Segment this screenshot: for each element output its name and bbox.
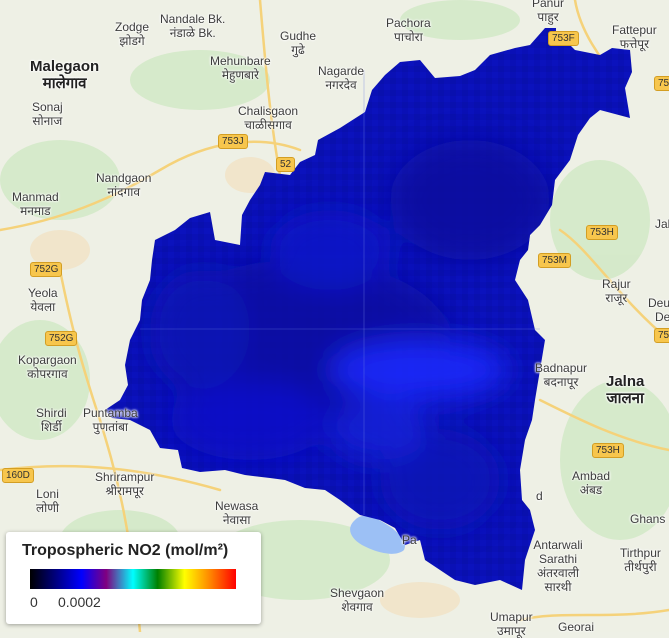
road-shield: 752G	[30, 262, 63, 277]
place-label: Shrirampur श्रीरामपूर	[95, 470, 155, 498]
place-label: Umapur उमापूर	[490, 610, 533, 638]
road-shield: 75	[654, 328, 669, 343]
road-shield: 52	[276, 157, 296, 172]
road-shield: 753F	[548, 31, 579, 46]
legend-panel: Tropospheric NO2 (mol/m²) 0 0.0002	[6, 532, 261, 624]
place-label: Ambad अंबड	[572, 469, 611, 497]
tan-patches	[30, 157, 460, 618]
legend-color-ramp	[30, 569, 236, 589]
place-label: Nandgaon नांदगाव	[96, 171, 152, 199]
legend-min-label: 0	[30, 594, 38, 610]
place-label: Pa	[402, 533, 417, 547]
road-shield: 753H	[592, 443, 624, 458]
place-label: Dei	[655, 310, 669, 324]
place-label: Mehunbare मेहुणबारे	[210, 54, 271, 82]
place-label: Antarwali Sarathi अंतरवाली सारथी	[533, 538, 583, 594]
place-label: Deu	[648, 296, 669, 310]
place-label: Ghans	[630, 512, 666, 526]
place-label: Gudhe गुढे	[280, 29, 317, 57]
place-label: Shevgaon शेवगाव	[330, 586, 385, 614]
road-shield: 753H	[586, 225, 618, 240]
road-shield: 753J	[218, 134, 248, 149]
place-label: Newasa नेवासा	[215, 499, 259, 527]
place-label: Pachora पाचोरा	[386, 16, 431, 44]
place-label: Sonaj सोनाज	[32, 100, 63, 128]
place-label: Shirdi शिर्डी	[36, 406, 67, 434]
road-shield: 752G	[45, 331, 78, 346]
place-label: Zodge झोडगे	[115, 20, 150, 48]
legend-title: Tropospheric NO2 (mol/m²)	[22, 542, 229, 559]
place-label: Panur पाहुर	[532, 0, 565, 24]
place-label: Nagarde नगरदेव	[318, 64, 365, 92]
place-label: Malegaon मालेगाव	[30, 58, 100, 92]
place-label: Chalisgaon चाळीसगाव	[238, 104, 299, 132]
place-label: Kopargaon कोपरगाव	[18, 353, 77, 381]
place-label: Manmad मनमाड	[12, 190, 59, 218]
place-label: Jal	[655, 217, 669, 231]
road-shield: 75	[654, 76, 669, 91]
place-label: Rajur राजूर	[602, 277, 631, 305]
place-label: Georai	[558, 620, 595, 634]
road-shield: 160D	[2, 468, 34, 483]
place-label: d	[536, 489, 543, 503]
place-label: Fattepur फत्तेपूर	[612, 23, 657, 51]
place-label: Puntamba पुणतांबा	[83, 406, 138, 434]
place-label: Nandale Bk. नंडाळे Bk.	[160, 12, 226, 40]
legend-max-label: 0.0002	[58, 594, 101, 610]
place-label: Tirthpur तीर्थपुरी	[620, 546, 661, 574]
place-label: Yeola येवला	[28, 286, 58, 314]
place-label: Loni लोणी	[36, 487, 60, 515]
road-shield: 753M	[538, 253, 572, 268]
place-label: Badnapur बदनापूर	[535, 361, 588, 389]
place-label: Jalna जालना	[606, 373, 645, 407]
